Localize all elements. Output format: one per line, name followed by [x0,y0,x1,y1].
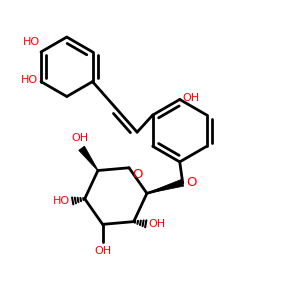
Polygon shape [79,146,98,171]
Text: O: O [133,167,143,181]
Text: O: O [186,176,197,189]
Text: OH: OH [94,246,111,256]
Text: HO: HO [21,75,38,85]
Text: HO: HO [53,196,70,206]
Text: OH: OH [182,93,199,103]
Text: HO: HO [22,38,40,47]
Text: OH: OH [71,133,88,143]
Text: OH: OH [148,219,166,229]
Polygon shape [147,179,184,194]
